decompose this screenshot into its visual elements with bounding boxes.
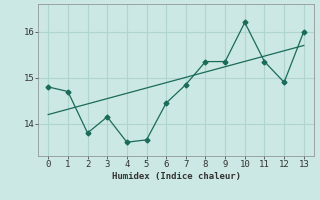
X-axis label: Humidex (Indice chaleur): Humidex (Indice chaleur)	[111, 172, 241, 181]
